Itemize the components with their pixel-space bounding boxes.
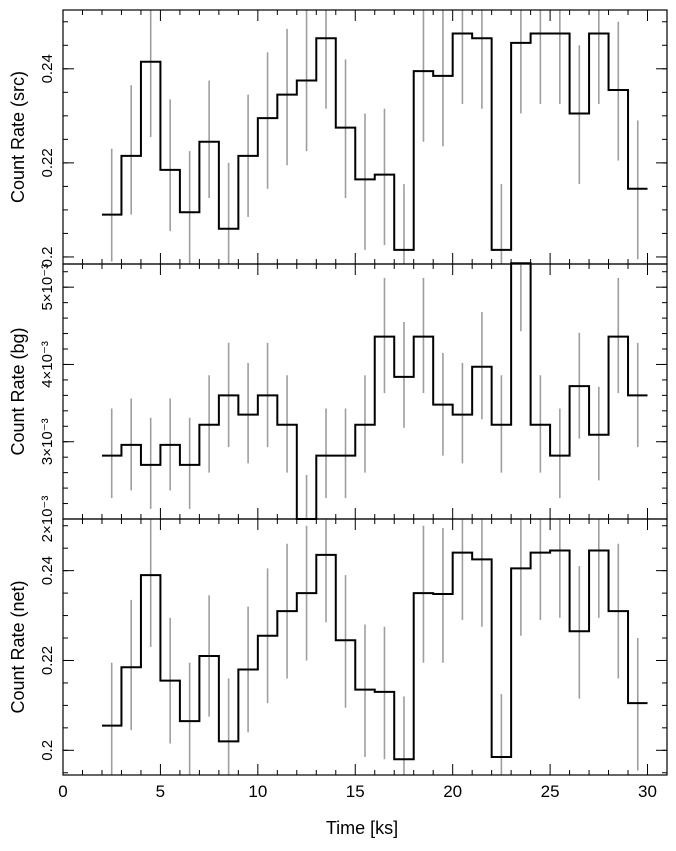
- y-tick-label: 0.22: [39, 646, 56, 675]
- y-tick-label: 0.24: [39, 556, 56, 585]
- series-step-net: [101, 549, 648, 761]
- x-tick-label: 20: [443, 782, 462, 801]
- y-tick-label: 0.24: [39, 54, 56, 83]
- y-axis-label-net: Count Rate (net): [8, 580, 28, 713]
- y-tick-label: 5×10⁻³: [39, 264, 56, 311]
- x-tick-label: 10: [248, 782, 267, 801]
- panel-frame: [62, 518, 668, 776]
- x-tick-label: 5: [156, 782, 165, 801]
- panel-src: 0.2 0.22 0.24 Count Rate (src): [8, 9, 668, 268]
- x-tick-label: 30: [638, 782, 657, 801]
- panel-bg: 2×10⁻³ 3×10⁻³ 4×10⁻³ 5×10⁻³ Count Rate (bg): [8, 262, 668, 543]
- y-tick-label: 4×10⁻³: [39, 341, 56, 388]
- y-axis-label-bg: Count Rate (bg): [8, 327, 28, 455]
- y-tick-label: 0.2: [39, 740, 56, 761]
- x-axis-label: Time [ks]: [326, 818, 398, 838]
- y-tick-label: 0.2: [39, 247, 56, 268]
- x-tick-label: 15: [346, 782, 365, 801]
- y-tick-label: 3×10⁻³: [39, 418, 56, 465]
- x-tick-label: 25: [541, 782, 560, 801]
- panel-net: 0.2 0.22 0.24 Count Rate (net): [8, 518, 668, 776]
- series-step-src: [101, 32, 648, 251]
- y-tick-label: 2×10⁻³: [39, 496, 56, 543]
- series-step-bg: [101, 262, 648, 520]
- y-tick-label: 0.22: [39, 148, 56, 177]
- x-axis: 0 5 10 15 20 25 30: [58, 782, 657, 801]
- x-tick-label: 0: [58, 782, 67, 801]
- y-axis-label-src: Count Rate (src): [8, 71, 28, 203]
